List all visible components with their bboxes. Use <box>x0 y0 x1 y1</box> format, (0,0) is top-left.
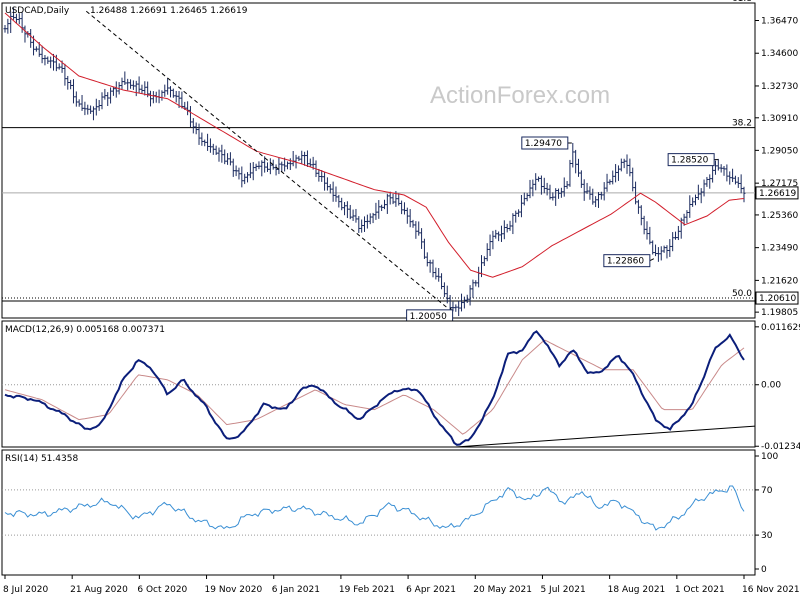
support-price-box <box>755 291 799 305</box>
macd-tick-label: -0.012348 <box>761 442 800 452</box>
symbol-title: USDCAD,Daily <box>5 6 70 16</box>
price-tick-label: 1.23490 <box>761 244 798 254</box>
rsi-tick-label: 30 <box>761 531 773 541</box>
time-tick-label: 6 Apr 2021 <box>406 585 456 595</box>
annotation-box <box>521 136 569 150</box>
rsi-axis: 100 70 30 0 <box>755 452 778 575</box>
macd-panel-frame <box>1 320 756 448</box>
price-tick-label: 1.29050 <box>761 146 798 156</box>
macd-trendline <box>455 425 756 448</box>
annotation-label: 1.29470 <box>525 139 562 149</box>
macd-tick-label: 0.00 <box>761 381 781 391</box>
annotation-leader <box>649 258 655 262</box>
macd-line <box>4 330 745 446</box>
fib-level-label: 50.0 <box>732 289 752 299</box>
price-tick-label: 1.27175 <box>761 179 798 189</box>
rsi-title: RSI(14) 51.4358 <box>5 454 78 464</box>
fib-level-label: 61.8 <box>732 0 752 4</box>
ohlc-header: 1.26488 1.26691 1.26465 1.26619 <box>90 6 248 16</box>
price-panel: ActionForex.com 61.8 38.2 50.0 1.20050 1.29… <box>1 0 756 323</box>
rsi-panel: RSI(14) 51.4358 <box>1 449 756 576</box>
rsi-tick-label: 70 <box>761 486 773 496</box>
price-tick-label: 1.25360 <box>761 211 798 221</box>
annotation-label: 1.22860 <box>607 257 644 267</box>
time-tick-label: 6 Oct 2020 <box>137 585 187 595</box>
price-tick-label: 1.36470 <box>761 17 798 27</box>
annotation-label: 1.20050 <box>410 312 447 322</box>
price-tick-label: 1.30910 <box>761 114 798 124</box>
macd-title: MACD(12,26,9) 0.005168 0.007371 <box>5 325 165 335</box>
time-tick-label: 1 Oct 2021 <box>675 585 725 595</box>
fib-level-label: 38.2 <box>732 119 752 129</box>
price-tick-label: 1.19805 <box>761 308 798 318</box>
time-tick-label: 19 Nov 2020 <box>205 585 263 595</box>
rsi-line <box>4 485 745 531</box>
time-tick-label: 21 Aug 2020 <box>70 585 128 595</box>
macd-tick-label: 0.011629 <box>761 323 800 333</box>
rsi-panel-frame <box>1 449 756 576</box>
watermark: ActionForex.com <box>430 82 610 109</box>
macd-axis: 0.011629 0.00 -0.012348 <box>755 323 800 452</box>
price-panel-frame <box>1 2 756 319</box>
annotation-box <box>667 153 715 167</box>
time-tick-label: 19 Feb 2021 <box>339 585 395 595</box>
time-tick-label: 8 Jul 2020 <box>3 585 48 595</box>
support-price-label: 1.20610 <box>759 294 796 304</box>
time-tick-label: 16 Nov 2021 <box>742 585 800 595</box>
current-price-label: 1.26619 <box>759 189 796 199</box>
time-tick-label: 5 Jul 2021 <box>540 585 585 595</box>
price-tick-label: 1.34600 <box>761 49 798 59</box>
downtrend-line <box>85 10 449 310</box>
rsi-tick-label: 100 <box>761 452 778 462</box>
time-tick-label: 18 Aug 2021 <box>608 585 666 595</box>
annotation-label: 1.28520 <box>671 156 708 166</box>
price-tick-label: 1.21620 <box>761 276 798 286</box>
rsi-tick-label: 0 <box>761 565 767 575</box>
moving-average-line <box>4 12 745 278</box>
macd-panel: MACD(12,26,9) 0.005168 0.007371 <box>1 320 756 448</box>
price-tick-label: 1.32730 <box>761 82 798 92</box>
time-tick-label: 6 Jan 2021 <box>272 585 320 595</box>
annotation-box <box>603 254 651 268</box>
price-axis: 1.36470 1.34600 1.32730 1.30910 1.29050 1.271… <box>755 17 799 318</box>
current-price-box <box>755 186 799 200</box>
time-axis: 8 Jul 2020 21 Aug 2020 6 Oct 2020 19 Nov 20… <box>3 575 800 595</box>
macd-signal-line <box>4 339 745 435</box>
time-tick-label: 20 May 2021 <box>473 585 532 595</box>
